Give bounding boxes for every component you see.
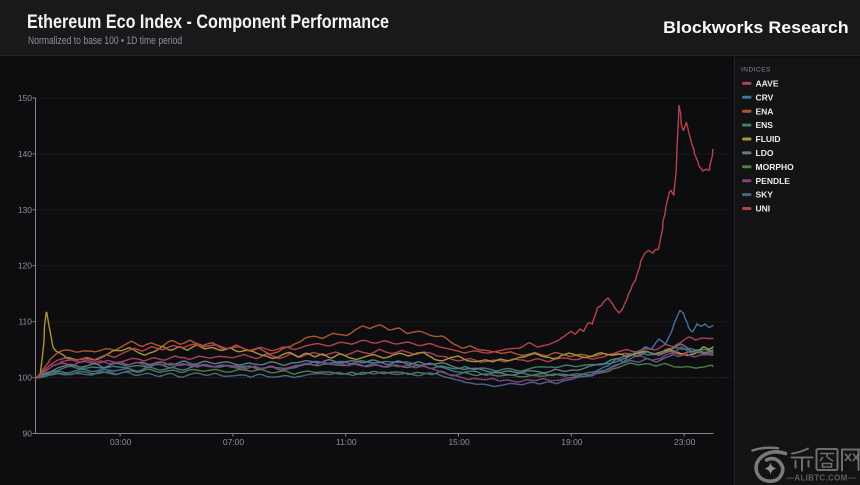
svg-text:130: 130 xyxy=(18,205,32,215)
svg-text:MORPHO: MORPHO xyxy=(756,162,795,172)
svg-text:19:00: 19:00 xyxy=(561,437,583,447)
svg-text:150: 150 xyxy=(18,93,32,103)
svg-text:LDO: LDO xyxy=(756,148,774,158)
svg-text:23:00: 23:00 xyxy=(674,437,696,447)
svg-text:INDICES: INDICES xyxy=(741,67,771,74)
svg-text:15:00: 15:00 xyxy=(448,437,470,447)
svg-text:140: 140 xyxy=(18,149,32,159)
svg-text:90: 90 xyxy=(23,429,33,439)
svg-text:UNI: UNI xyxy=(756,204,771,214)
svg-text:03:00: 03:00 xyxy=(110,437,132,447)
svg-text:07:00: 07:00 xyxy=(223,437,245,447)
svg-text:100: 100 xyxy=(18,373,32,383)
svg-text:120: 120 xyxy=(18,261,32,271)
svg-text:CRV: CRV xyxy=(756,92,774,102)
svg-text:AAVE: AAVE xyxy=(756,79,779,89)
svg-text:110: 110 xyxy=(18,317,32,327)
svg-text:11:00: 11:00 xyxy=(336,437,357,447)
svg-text:SKY: SKY xyxy=(756,190,774,200)
svg-text:ENS: ENS xyxy=(756,120,774,130)
svg-text:PENDLE: PENDLE xyxy=(756,176,791,186)
svg-text:—ALIBTC.COM—: —ALIBTC.COM— xyxy=(786,474,856,483)
svg-text:ENA: ENA xyxy=(756,106,774,116)
svg-text:FLUID: FLUID xyxy=(756,134,781,144)
